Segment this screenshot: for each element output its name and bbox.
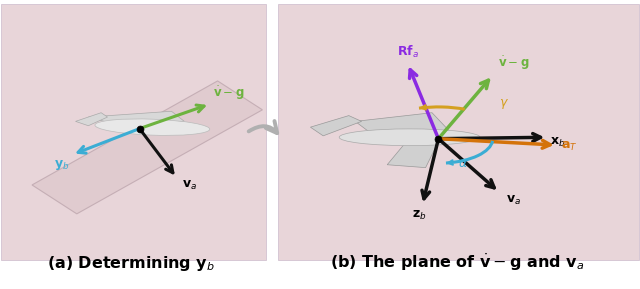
- Text: $\mathbf{v}_a$: $\mathbf{v}_a$: [182, 179, 197, 192]
- Text: $\mathbf{y}_b$: $\mathbf{y}_b$: [54, 158, 69, 171]
- Polygon shape: [387, 142, 438, 168]
- Text: $\mathbf{v}_a$: $\mathbf{v}_a$: [506, 194, 521, 207]
- Text: $\mathbf{Rf}_a$: $\mathbf{Rf}_a$: [397, 44, 419, 60]
- Polygon shape: [76, 113, 108, 126]
- Polygon shape: [88, 111, 184, 126]
- Text: $\mathbf{a}_T$: $\mathbf{a}_T$: [561, 140, 577, 153]
- Ellipse shape: [339, 129, 480, 146]
- Text: $\dot{\mathbf{v}}-\mathbf{g}$: $\dot{\mathbf{v}}-\mathbf{g}$: [498, 55, 529, 72]
- Text: $\mathbf{x}_b$: $\mathbf{x}_b$: [550, 136, 566, 149]
- Text: (a) Determining $\mathbf{y}_b$: (a) Determining $\mathbf{y}_b$: [47, 254, 215, 273]
- Polygon shape: [355, 113, 451, 136]
- Polygon shape: [310, 116, 362, 136]
- Text: $\alpha$: $\alpha$: [458, 157, 468, 170]
- Text: (b) The plane of $\dot{\mathbf{v}}-\mathbf{g}$ and $\mathbf{v}_a$: (b) The plane of $\dot{\mathbf{v}}-\math…: [330, 252, 585, 273]
- Text: $\mathbf{z}_b$: $\mathbf{z}_b$: [412, 209, 426, 222]
- Polygon shape: [32, 81, 262, 214]
- Text: $\dot{\mathbf{v}}-\mathbf{g}$: $\dot{\mathbf{v}}-\mathbf{g}$: [213, 84, 244, 102]
- Text: $\gamma$: $\gamma$: [499, 97, 509, 111]
- Ellipse shape: [95, 119, 210, 135]
- FancyBboxPatch shape: [1, 4, 266, 260]
- FancyBboxPatch shape: [278, 4, 639, 260]
